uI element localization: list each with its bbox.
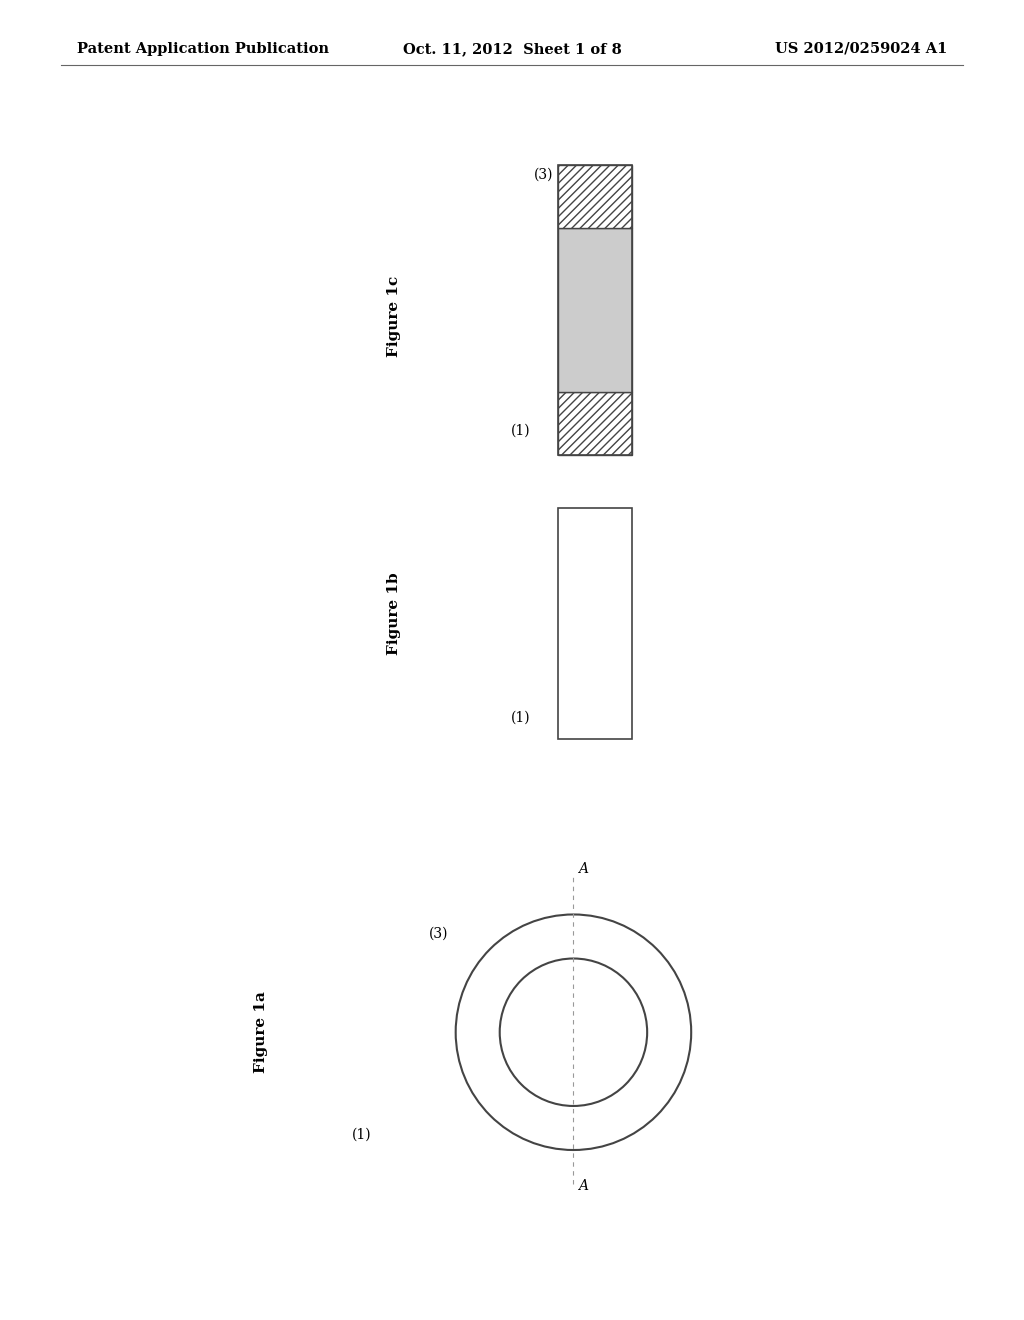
Text: Patent Application Publication: Patent Application Publication — [77, 42, 329, 55]
Text: (1): (1) — [511, 424, 530, 437]
Text: A: A — [579, 862, 589, 876]
Ellipse shape — [456, 915, 691, 1150]
Ellipse shape — [500, 958, 647, 1106]
Text: (3): (3) — [429, 927, 449, 940]
Text: Figure 1b: Figure 1b — [387, 573, 401, 655]
Text: Figure 1a: Figure 1a — [254, 991, 268, 1073]
Text: Oct. 11, 2012  Sheet 1 of 8: Oct. 11, 2012 Sheet 1 of 8 — [402, 42, 622, 55]
Text: Figure 1c: Figure 1c — [387, 276, 401, 358]
Bar — [558, 165, 632, 228]
Bar — [558, 508, 632, 739]
Bar — [558, 165, 632, 455]
Text: (3): (3) — [534, 168, 553, 181]
Text: (1): (1) — [511, 711, 530, 725]
Bar — [558, 392, 632, 455]
Text: US 2012/0259024 A1: US 2012/0259024 A1 — [775, 42, 947, 55]
Text: (1): (1) — [352, 1127, 372, 1142]
Bar — [558, 228, 632, 392]
Text: A: A — [579, 1179, 589, 1193]
